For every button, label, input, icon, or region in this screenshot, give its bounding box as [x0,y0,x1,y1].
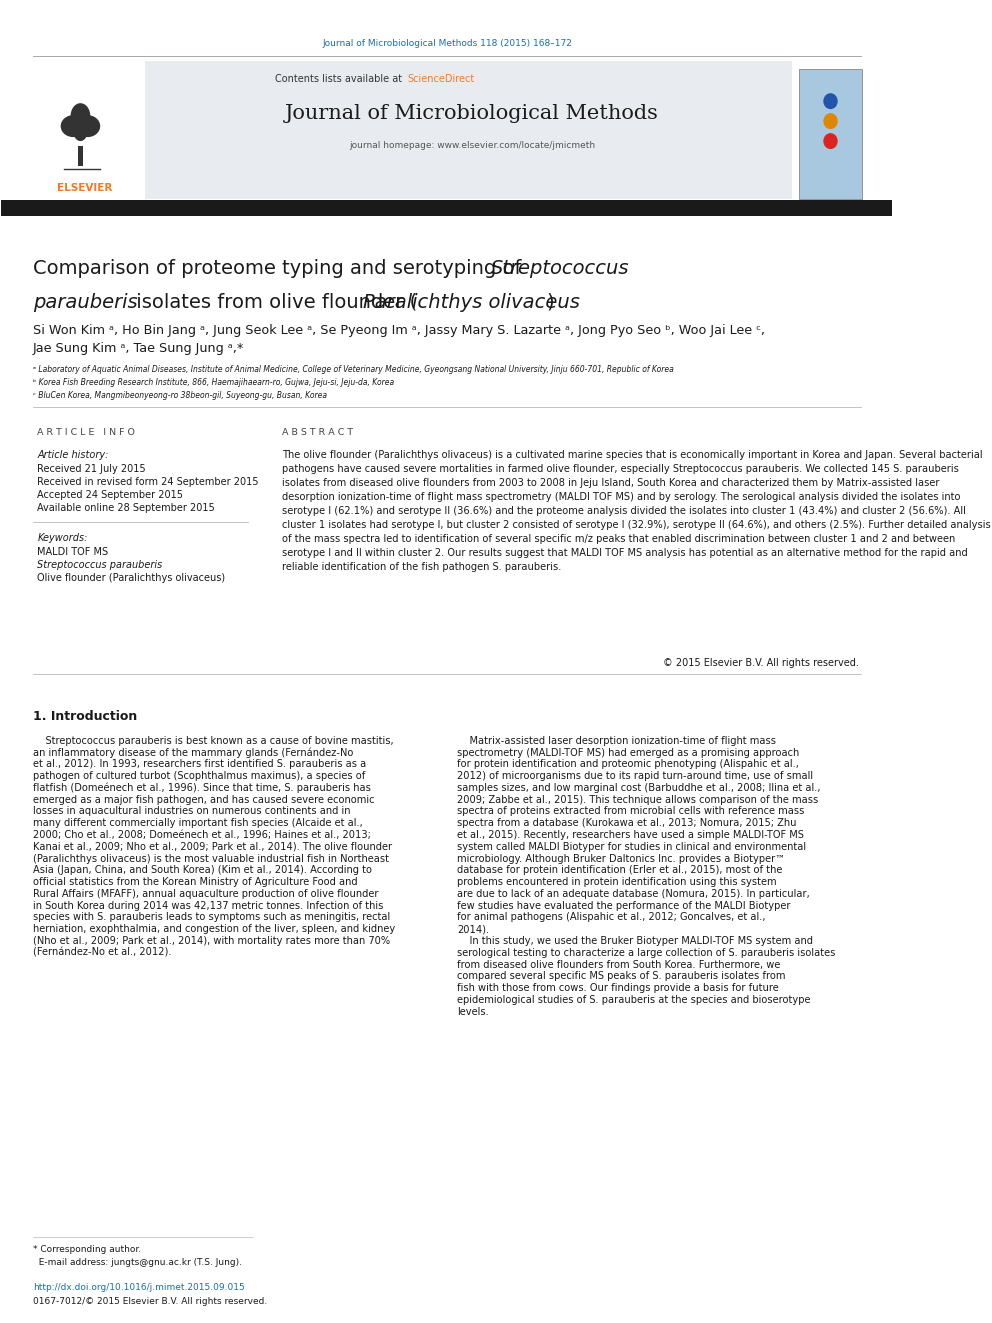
Text: E-mail address: jungts@gnu.ac.kr (T.S. Jung).: E-mail address: jungts@gnu.ac.kr (T.S. J… [33,1258,242,1266]
Text: ᶜ BluCen Korea, Mangmibeonyeong-ro 38beon-gil, Suyeong-gu, Busan, Korea: ᶜ BluCen Korea, Mangmibeonyeong-ro 38beo… [33,390,326,400]
Text: herniation, exophthalmia, and congestion of the liver, spleen, and kidney: herniation, exophthalmia, and congestion… [33,925,395,934]
Text: Olive flounder (Paralichthys olivaceus): Olive flounder (Paralichthys olivaceus) [38,573,225,583]
Text: parauberis: parauberis [33,292,138,312]
Text: Streptococcus parauberis is best known as a cause of bovine mastitis,: Streptococcus parauberis is best known a… [33,736,394,746]
Text: isolates from olive flounder (: isolates from olive flounder ( [130,292,417,312]
Text: emerged as a major fish pathogen, and has caused severe economic: emerged as a major fish pathogen, and ha… [33,795,374,804]
Bar [145,61,792,198]
Text: Keywords:: Keywords: [38,533,87,544]
Text: problems encountered in protein identification using this system: problems encountered in protein identifi… [457,877,777,888]
Text: Rural Affairs (MFAFF), annual aquaculture production of olive flounder: Rural Affairs (MFAFF), annual aquacultur… [33,889,378,898]
Text: are due to lack of an adequate database (Nomura, 2015). In particular,: are due to lack of an adequate database … [457,889,809,898]
Text: spectra from a database (Kurokawa et al., 2013; Nomura, 2015; Zhu: spectra from a database (Kurokawa et al.… [457,818,797,828]
Text: Paralichthys olivaceus: Paralichthys olivaceus [363,292,580,312]
Text: Asia (Japan, China, and South Korea) (Kim et al., 2014). According to: Asia (Japan, China, and South Korea) (Ki… [33,865,372,876]
Text: pathogen of cultured turbot (Scophthalmus maximus), a species of: pathogen of cultured turbot (Scophthalmu… [33,771,365,781]
Text: Journal of Microbiological Methods: Journal of Microbiological Methods [285,105,659,123]
Text: samples sizes, and low marginal cost (Barbuddhe et al., 2008; Ilina et al.,: samples sizes, and low marginal cost (Ba… [457,783,820,792]
Text: (Paralichthys olivaceus) is the most valuable industrial fish in Northeast: (Paralichthys olivaceus) is the most val… [33,853,389,864]
Text: 1. Introduction: 1. Introduction [33,710,137,722]
Text: few studies have evaluated the performance of the MALDI Biotyper: few studies have evaluated the performan… [457,901,791,910]
Bar [800,69,862,198]
Text: ELSEVIER: ELSEVIER [58,183,112,193]
Text: losses in aquacultural industries on numerous continents and in: losses in aquacultural industries on num… [33,807,350,816]
Circle shape [823,114,837,130]
Text: compared several specific MS peaks of S. parauberis isolates from: compared several specific MS peaks of S.… [457,971,786,982]
Text: Comparison of proteome typing and serotyping of: Comparison of proteome typing and seroty… [33,259,528,278]
Text: ScienceDirect: ScienceDirect [408,74,474,85]
Ellipse shape [75,115,100,138]
Text: serological testing to characterize a large collection of S. parauberis isolates: serological testing to characterize a la… [457,947,835,958]
Text: * Corresponding author.: * Corresponding author. [33,1245,141,1254]
Text: Kanai et al., 2009; Nho et al., 2009; Park et al., 2014). The olive flounder: Kanai et al., 2009; Nho et al., 2009; Pa… [33,841,392,852]
Text: ᵇ Korea Fish Breeding Research Institute, 866, Haemajihaearn-ro, Gujwa, Jeju-si,: ᵇ Korea Fish Breeding Research Institute… [33,377,394,386]
Text: MALDI TOF MS: MALDI TOF MS [38,548,108,557]
Text: 2014).: 2014). [457,925,489,934]
Text: A B S T R A C T: A B S T R A C T [282,429,353,438]
Text: 2009; Zabbe et al., 2015). This technique allows comparison of the mass: 2009; Zabbe et al., 2015). This techniqu… [457,795,818,804]
Text: many different commercially important fish species (Alcaide et al.,: many different commercially important fi… [33,818,363,828]
Text: 2012) of microorganisms due to its rapid turn-around time, use of small: 2012) of microorganisms due to its rapid… [457,771,812,781]
Text: ᵃ Laboratory of Aquatic Animal Diseases, Institute of Animal Medicine, College o: ᵃ Laboratory of Aquatic Animal Diseases,… [33,365,674,373]
Text: species with S. parauberis leads to symptoms such as meningitis, rectal: species with S. parauberis leads to symp… [33,913,390,922]
Text: et al., 2015). Recently, researchers have used a simple MALDI-TOF MS: et al., 2015). Recently, researchers hav… [457,830,804,840]
Text: fish with those from cows. Our findings provide a basis for future: fish with those from cows. Our findings … [457,983,779,994]
Text: levels.: levels. [457,1007,489,1016]
Ellipse shape [61,115,86,138]
Text: Jae Sung Kim ᵃ, Tae Sung Jung ᵃ,*: Jae Sung Kim ᵃ, Tae Sung Jung ᵃ,* [33,341,244,355]
Text: Article history:: Article history: [38,450,109,460]
Text: 2000; Cho et al., 2008; Domeénech et al., 1996; Haines et al., 2013;: 2000; Cho et al., 2008; Domeénech et al.… [33,830,371,840]
Text: Received in revised form 24 September 2015: Received in revised form 24 September 20… [38,478,259,487]
Text: In this study, we used the Bruker Biotyper MALDI-TOF MS system and: In this study, we used the Bruker Biotyp… [457,935,812,946]
Text: for protein identification and proteomic phenotyping (Alispahic et al.,: for protein identification and proteomic… [457,759,799,770]
Text: © 2015 Elsevier B.V. All rights reserved.: © 2015 Elsevier B.V. All rights reserved… [664,658,859,668]
Text: (Fernández-No et al., 2012).: (Fernández-No et al., 2012). [33,947,172,958]
Text: epidemiological studies of S. parauberis at the species and bioserotype: epidemiological studies of S. parauberis… [457,995,810,1005]
Circle shape [823,93,837,110]
Text: flatfish (Domeénech et al., 1996). Since that time, S. parauberis has: flatfish (Domeénech et al., 1996). Since… [33,783,371,794]
Text: Contents lists available at: Contents lists available at [276,74,406,85]
Text: official statistics from the Korean Ministry of Agriculture Food and: official statistics from the Korean Mini… [33,877,357,888]
Text: (Nho et al., 2009; Park et al., 2014), with mortality rates more than 70%: (Nho et al., 2009; Park et al., 2014), w… [33,935,390,946]
Text: Available online 28 September 2015: Available online 28 September 2015 [38,503,215,513]
Text: spectra of proteins extracted from microbial cells with reference mass: spectra of proteins extracted from micro… [457,807,805,816]
Text: ): ) [547,292,555,312]
Text: from diseased olive flounders from South Korea. Furthermore, we: from diseased olive flounders from South… [457,959,780,970]
Text: in South Korea during 2014 was 42,137 metric tonnes. Infection of this: in South Korea during 2014 was 42,137 me… [33,901,383,910]
Text: Streptococcus parauberis: Streptococcus parauberis [38,560,163,570]
Text: Received 21 July 2015: Received 21 July 2015 [38,464,146,475]
Text: microbiology. Although Bruker Daltonics Inc. provides a Biotyper™: microbiology. Although Bruker Daltonics … [457,853,785,864]
Text: spectrometry (MALDI-TOF MS) had emerged as a promising approach: spectrometry (MALDI-TOF MS) had emerged … [457,747,800,758]
Bar [1,200,893,216]
Text: an inflammatory disease of the mammary glands (Fernández-No: an inflammatory disease of the mammary g… [33,747,353,758]
Circle shape [823,134,837,149]
Text: et al., 2012). In 1993, researchers first identified S. parauberis as a: et al., 2012). In 1993, researchers firs… [33,759,366,770]
Text: system called MALDI Biotyper for studies in clinical and environmental: system called MALDI Biotyper for studies… [457,841,806,852]
Bar [77,146,83,167]
Text: Journal of Microbiological Methods 118 (2015) 168–172: Journal of Microbiological Methods 118 (… [322,40,571,49]
Text: journal homepage: www.elsevier.com/locate/jmicmeth: journal homepage: www.elsevier.com/locat… [349,142,595,149]
Text: database for protein identification (Erler et al., 2015), most of the: database for protein identification (Erl… [457,865,783,876]
Text: The olive flounder (Paralichthys olivaceus) is a cultivated marine species that : The olive flounder (Paralichthys olivace… [282,450,990,573]
Text: A R T I C L E   I N F O: A R T I C L E I N F O [38,429,135,438]
Ellipse shape [73,122,87,142]
Bar [33,61,143,198]
Text: for animal pathogens (Alispahic et al., 2012; Goncalves, et al.,: for animal pathogens (Alispahic et al., … [457,913,765,922]
Text: Accepted 24 September 2015: Accepted 24 September 2015 [38,491,184,500]
Text: Streptococcus: Streptococcus [491,259,630,278]
Text: Si Won Kim ᵃ, Ho Bin Jang ᵃ, Jung Seok Lee ᵃ, Se Pyeong Im ᵃ, Jassy Mary S. Laza: Si Won Kim ᵃ, Ho Bin Jang ᵃ, Jung Seok L… [33,324,765,337]
Ellipse shape [70,103,90,130]
Text: Matrix-assisted laser desorption ionization-time of flight mass: Matrix-assisted laser desorption ionizat… [457,736,776,746]
Text: 0167-7012/© 2015 Elsevier B.V. All rights reserved.: 0167-7012/© 2015 Elsevier B.V. All right… [33,1297,267,1306]
Text: http://dx.doi.org/10.1016/j.mimet.2015.09.015: http://dx.doi.org/10.1016/j.mimet.2015.0… [33,1283,245,1291]
